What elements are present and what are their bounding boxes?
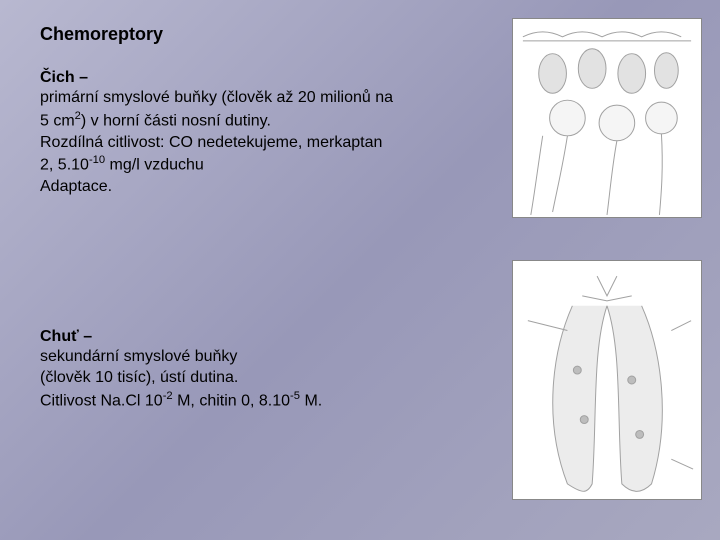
taste-line3-pre: Citlivost Na.Cl 10 bbox=[40, 392, 163, 409]
taste-heading: Chuť – bbox=[40, 328, 460, 346]
taste-line3-sup2: -5 bbox=[290, 390, 300, 402]
smell-line1b-post: ) v horní části nosní dutiny. bbox=[81, 112, 271, 129]
smell-line3-pre: 2, 5.10 bbox=[40, 156, 89, 173]
smell-heading: Čich – bbox=[40, 69, 460, 87]
smell-section: Čich – primární smyslové buňky (člověk a… bbox=[40, 69, 460, 198]
taste-text: sekundární smyslové buňky (člověk 10 tis… bbox=[40, 346, 460, 412]
taste-section: Chuť – sekundární smyslové buňky (člověk… bbox=[40, 328, 460, 412]
smell-line3-sup: -10 bbox=[89, 154, 105, 166]
taste-line3-sup: -2 bbox=[163, 390, 173, 402]
smell-line1a: primární smyslové buňky (člověk až 20 mi… bbox=[40, 89, 393, 106]
taste-line2: (člověk 10 tisíc), ústí dutina. bbox=[40, 369, 238, 386]
smell-line1b-pre: 5 cm bbox=[40, 112, 75, 129]
taste-line3-post: M. bbox=[300, 392, 322, 409]
smell-line3-post: mg/l vzduchu bbox=[105, 156, 204, 173]
page-title: Chemoreptory bbox=[40, 24, 680, 45]
smell-text: primární smyslové buňky (člověk až 20 mi… bbox=[40, 87, 460, 198]
taste-line1: sekundární smyslové buňky bbox=[40, 348, 237, 365]
smell-line2: Rozdílná citlivost: CO nedetekujeme, mer… bbox=[40, 134, 382, 151]
smell-line4: Adaptace. bbox=[40, 178, 112, 195]
taste-line3-mid: M, chitin 0, 8.10 bbox=[173, 392, 290, 409]
